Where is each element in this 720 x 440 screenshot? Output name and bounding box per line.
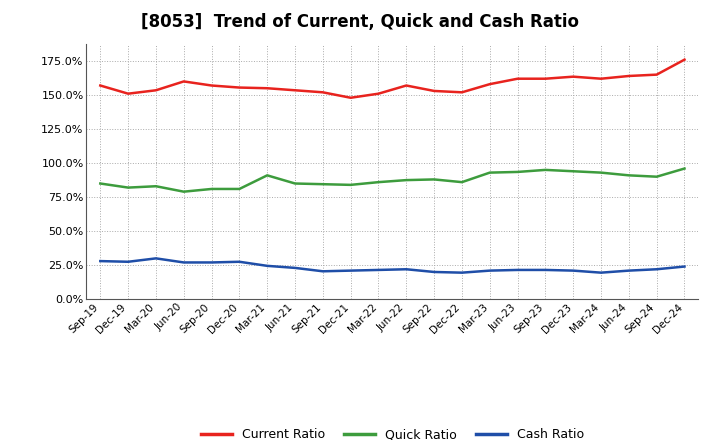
Current Ratio <box>374 91 383 96</box>
Line: Quick Ratio: Quick Ratio <box>100 169 685 192</box>
Current Ratio <box>569 74 577 79</box>
Cash Ratio <box>152 256 161 261</box>
Quick Ratio <box>652 174 661 180</box>
Current Ratio <box>318 90 327 95</box>
Quick Ratio <box>179 189 188 194</box>
Cash Ratio <box>207 260 216 265</box>
Cash Ratio <box>124 259 132 264</box>
Current Ratio <box>652 72 661 77</box>
Cash Ratio <box>263 263 271 268</box>
Cash Ratio <box>513 267 522 272</box>
Quick Ratio <box>402 177 410 183</box>
Current Ratio <box>680 57 689 62</box>
Quick Ratio <box>318 182 327 187</box>
Quick Ratio <box>513 169 522 175</box>
Quick Ratio <box>124 185 132 190</box>
Quick Ratio <box>263 173 271 178</box>
Current Ratio <box>485 81 494 87</box>
Quick Ratio <box>291 181 300 186</box>
Cash Ratio <box>458 270 467 275</box>
Current Ratio <box>179 79 188 84</box>
Current Ratio <box>235 85 243 90</box>
Cash Ratio <box>541 267 550 272</box>
Cash Ratio <box>374 267 383 272</box>
Cash Ratio <box>430 269 438 275</box>
Current Ratio <box>597 76 606 81</box>
Current Ratio <box>541 76 550 81</box>
Quick Ratio <box>624 173 633 178</box>
Cash Ratio <box>179 260 188 265</box>
Cash Ratio <box>624 268 633 273</box>
Cash Ratio <box>569 268 577 273</box>
Quick Ratio <box>541 167 550 172</box>
Quick Ratio <box>96 181 104 186</box>
Current Ratio <box>263 86 271 91</box>
Cash Ratio <box>652 267 661 272</box>
Quick Ratio <box>680 166 689 171</box>
Current Ratio <box>291 88 300 93</box>
Cash Ratio <box>346 268 355 273</box>
Text: [8053]  Trend of Current, Quick and Cash Ratio: [8053] Trend of Current, Quick and Cash … <box>141 13 579 31</box>
Legend: Current Ratio, Quick Ratio, Cash Ratio: Current Ratio, Quick Ratio, Cash Ratio <box>196 423 589 440</box>
Cash Ratio <box>680 264 689 269</box>
Cash Ratio <box>402 267 410 272</box>
Current Ratio <box>152 88 161 93</box>
Quick Ratio <box>346 182 355 187</box>
Current Ratio <box>346 95 355 100</box>
Current Ratio <box>430 88 438 94</box>
Current Ratio <box>513 76 522 81</box>
Cash Ratio <box>235 259 243 264</box>
Quick Ratio <box>235 186 243 191</box>
Current Ratio <box>402 83 410 88</box>
Cash Ratio <box>318 269 327 274</box>
Quick Ratio <box>597 170 606 175</box>
Cash Ratio <box>291 265 300 271</box>
Current Ratio <box>458 90 467 95</box>
Quick Ratio <box>374 180 383 185</box>
Quick Ratio <box>207 186 216 191</box>
Quick Ratio <box>485 170 494 175</box>
Quick Ratio <box>430 177 438 182</box>
Current Ratio <box>96 83 104 88</box>
Cash Ratio <box>485 268 494 273</box>
Line: Cash Ratio: Cash Ratio <box>100 258 685 273</box>
Cash Ratio <box>597 270 606 275</box>
Quick Ratio <box>569 169 577 174</box>
Quick Ratio <box>458 180 467 185</box>
Current Ratio <box>207 83 216 88</box>
Quick Ratio <box>152 183 161 189</box>
Current Ratio <box>624 73 633 79</box>
Current Ratio <box>124 91 132 96</box>
Line: Current Ratio: Current Ratio <box>100 60 685 98</box>
Cash Ratio <box>96 258 104 264</box>
